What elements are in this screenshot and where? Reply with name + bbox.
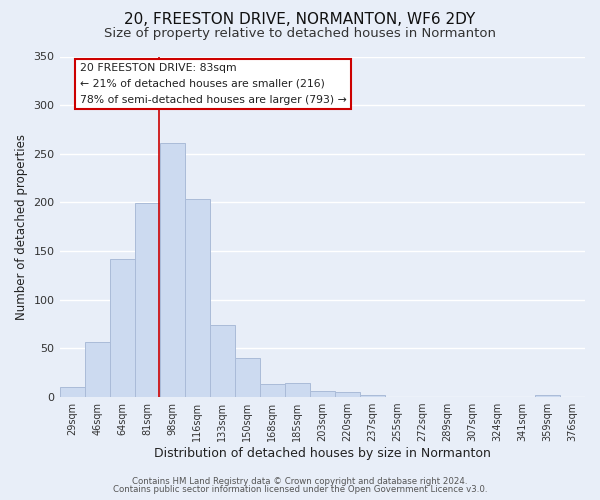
Text: Size of property relative to detached houses in Normanton: Size of property relative to detached ho… [104,28,496,40]
Bar [235,358,260,397]
Text: 20 FREESTON DRIVE: 83sqm
← 21% of detached houses are smaller (216)
78% of semi-: 20 FREESTON DRIVE: 83sqm ← 21% of detach… [80,64,346,104]
Bar [85,342,110,397]
Bar [285,384,310,397]
X-axis label: Distribution of detached houses by size in Normanton: Distribution of detached houses by size … [154,447,491,460]
Bar [185,198,209,397]
Bar [134,204,160,397]
Bar [535,395,560,397]
Bar [160,143,185,397]
Bar [360,395,385,397]
Bar [335,392,360,397]
Bar [209,325,235,397]
Bar [59,388,85,397]
Text: Contains HM Land Registry data © Crown copyright and database right 2024.: Contains HM Land Registry data © Crown c… [132,477,468,486]
Bar [260,384,285,397]
Bar [110,259,134,397]
Text: Contains public sector information licensed under the Open Government Licence v3: Contains public sector information licen… [113,485,487,494]
Text: 20, FREESTON DRIVE, NORMANTON, WF6 2DY: 20, FREESTON DRIVE, NORMANTON, WF6 2DY [124,12,476,28]
Y-axis label: Number of detached properties: Number of detached properties [15,134,28,320]
Bar [310,391,335,397]
